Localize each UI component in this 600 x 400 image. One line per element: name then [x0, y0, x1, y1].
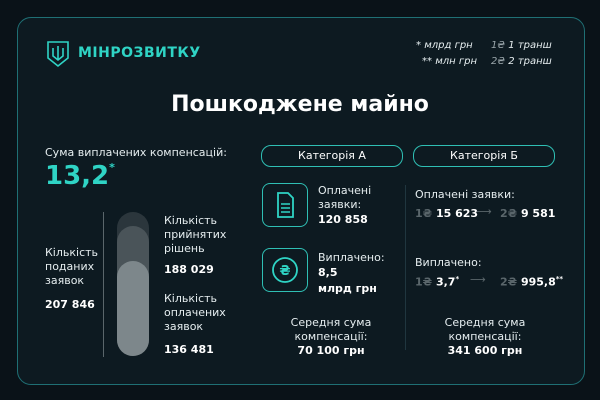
legend-tranche2: 2₴ 2 транш	[491, 56, 552, 67]
cat-a-paid-unit: млрд грн	[318, 282, 377, 295]
cat-a-paid-value: 8,5	[318, 266, 338, 279]
svg-text:₴: ₴	[279, 264, 290, 279]
document-icon-box	[262, 183, 308, 227]
applications-value: 207 846	[45, 298, 95, 311]
cat-b-paid-apps-label: Оплачені заявки:	[415, 188, 515, 201]
category-b-pill: Категорія Б	[413, 145, 555, 167]
cat-b-t2-apps: 2₴ 9 581	[500, 207, 556, 220]
cat-a-paid-apps-label: Оплачені заявки:	[318, 184, 372, 211]
legend-tranche1: 1₴ 1 транш	[491, 40, 552, 51]
hryvnia-icon-box: ₴	[262, 248, 308, 292]
total-value: 13,2*	[45, 161, 115, 191]
cat-b-t1-paid: 1₴ 3,7*	[415, 275, 460, 289]
decisions-value: 188 029	[164, 263, 214, 276]
cat-b-t2-paid: 2₴ 995,8**	[500, 275, 564, 289]
applications-label: Кількість поданих заявок	[45, 246, 99, 287]
cat-b-t1-apps: 1₴ 15 623	[415, 207, 479, 220]
trident-logo-icon	[47, 41, 69, 68]
arrow-right-icon: ⟶	[476, 205, 492, 218]
total-label: Сума виплачених компенсацій:	[45, 146, 227, 159]
legend-star1: * млрд грн	[416, 40, 473, 51]
page-title: Пошкоджене майно	[171, 92, 429, 117]
cat-a-avg-value: 70 100 грн	[297, 344, 365, 357]
paid-bar	[117, 261, 149, 356]
paid-value: 136 481	[164, 343, 214, 356]
infographic-card	[17, 17, 585, 385]
category-a-pill: Категорія А	[261, 145, 403, 167]
cat-b-avg-label: Середня сума компенсації:	[444, 316, 526, 343]
hryvnia-coin-icon: ₴	[272, 257, 298, 283]
cat-a-paid-apps-value: 120 858	[318, 213, 368, 226]
decisions-label: Кількість прийнятих рішень	[164, 214, 227, 255]
category-divider	[405, 185, 406, 350]
cat-a-paid-label: Виплачено:	[318, 251, 385, 264]
document-icon	[277, 192, 294, 218]
cat-b-avg-value: 341 600 грн	[447, 344, 523, 357]
brand-name: МІНРОЗВИТКУ	[78, 45, 201, 61]
cat-a-avg-label: Середня сума компенсації:	[290, 316, 372, 343]
arrow-right-icon: ⟶	[470, 273, 486, 286]
cat-b-paid-label: Виплачено:	[415, 256, 482, 269]
bar-guide-line	[103, 212, 104, 357]
paid-label: Кількість оплачених заявок	[164, 292, 226, 333]
legend-star2: ** млн грн	[422, 56, 477, 67]
